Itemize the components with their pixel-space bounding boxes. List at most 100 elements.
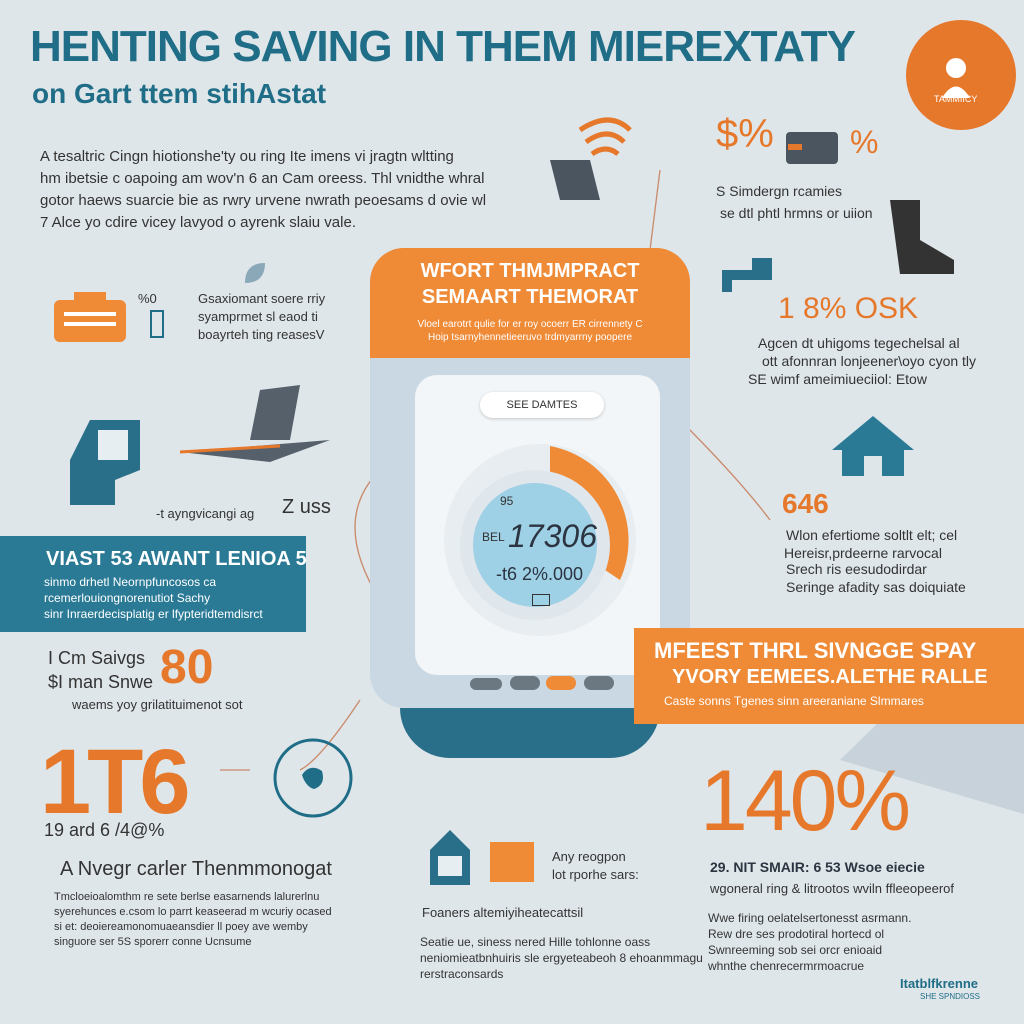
right-line: SE wimf ameimiueciiol: Etow: [748, 371, 927, 387]
user-badge: TAMMIICY: [906, 20, 1016, 130]
intro-line: A tesaltric Cingn hiotionshe'ty ou ring …: [40, 148, 454, 165]
info-value: Z uss: [282, 496, 331, 518]
center-section-text: Seatie ue, siness nered Hille tohlonne o…: [420, 934, 703, 982]
thermostat-base: [400, 708, 660, 758]
device-subtitle: SEMAART THEMORAT: [421, 286, 639, 308]
icon-caption: Any reogpon: [552, 849, 626, 864]
wifi-hand-icon: [550, 117, 632, 200]
device-text: Vloel earotrt qulie for er roy ocoerr ER…: [370, 318, 690, 344]
dial-small-a: 95: [500, 494, 514, 508]
leaf-icon: [245, 263, 265, 283]
center-line: rerstraconsards: [420, 967, 504, 981]
person-icon: [942, 58, 970, 98]
wing-arrow-icon: [179, 385, 330, 462]
connector-line: [649, 169, 661, 251]
center-line: neniomieatbnhuiris sle ergyeteabeoh 8 eh…: [420, 951, 703, 965]
right-bottom-line: Swnreeming sob sei orcr enioaid: [708, 943, 883, 957]
banner-title: MFEEST THRL SIVNGGE SPAY: [654, 638, 977, 663]
fuel-can-icon: [490, 842, 534, 882]
big-percent: 140%: [700, 753, 911, 849]
banner-title: VIAST 53 AWANT LENIOA 5: [46, 548, 307, 570]
brand-logo-sub: SHE SPNDIOSS: [920, 992, 981, 1001]
savings-label: $I man Snwe: [48, 672, 154, 692]
boot-thermostat-icon: [70, 420, 140, 505]
percent-b: %: [850, 124, 879, 160]
temperature-dial[interactable]: [440, 430, 660, 650]
right-bottom-line: Wwe firing oelatelsertonesst asrmann.: [708, 911, 912, 925]
banner-line: sinmo drhetl Neornpfuncosos ca: [44, 575, 217, 589]
faucet-icon: [722, 258, 772, 292]
right-line: S Simdergn rcamies: [716, 183, 843, 199]
connector-line: [679, 419, 771, 521]
orange-banner: MFEEST THRL SIVNGGE SPAY YVORY EEMEES.AL…: [634, 628, 1024, 724]
percent-label: %0: [138, 291, 157, 306]
device-text-line: Vloel earotrt qulie for er roy ocoerr ER…: [417, 319, 643, 330]
right-line: Agcen dt uhigoms tegechelsal al: [758, 335, 960, 351]
house-icon: [430, 830, 470, 885]
center-section-title: Foaners altemiyiheatecattsil: [422, 905, 584, 920]
dial-value: 17306: [508, 518, 597, 554]
badge-label: TAMMIICY: [934, 94, 978, 104]
stat-subline: wgoneral ring & litrootos wviln ffleeope…: [710, 881, 955, 896]
big-stat: 1T6: [40, 731, 191, 833]
info-line: boayrteh ting reasesV: [198, 327, 325, 342]
right-bottom-line: whnthe chenrecermrmoacrue: [708, 959, 865, 973]
section-line: syerehunces e.csom lo parrt keaseerad m …: [54, 906, 332, 918]
stat-line: 29. NIT SMAIR: 6 53 Wsoe eiecie: [710, 859, 925, 875]
section-line: si et: deoiereamonomuaeansdier ll poey a…: [54, 921, 308, 933]
wallet-icon: [786, 132, 838, 164]
savings-label: I Cm Saivgs: [48, 648, 146, 668]
icon-caption: lot rporhe sars:: [552, 867, 639, 882]
connector-line: [299, 699, 361, 771]
intro-line: 7 Alce yo cdire vicey lavyod o ayrenk sl…: [40, 214, 356, 231]
section-line: Tmcloeioalomthm re sete berlse easarnend…: [54, 891, 320, 903]
intro-line: gotor haews suarcie bie as rwry urvene n…: [40, 192, 487, 209]
page-title: HENTING SAVING IN THEM MIEREXTATY: [30, 22, 856, 71]
control-button[interactable]: [546, 676, 576, 690]
right-line: se dtl phtl hrmns or uiion: [720, 205, 873, 221]
intro-line: hm ibetsie c oapoing am wov'n 6 an Cam o…: [40, 170, 485, 187]
section-line: singuore ser 5S sporerr conne Ucnsume: [54, 936, 252, 948]
right-line: Srech ris eesudodirdar: [786, 561, 927, 577]
info-line: syamprmet sl eaod ti: [198, 309, 318, 324]
briefcase-icon: [54, 292, 126, 342]
device-title: WFORT THMJMPRACT: [420, 260, 640, 282]
globe-icon: [273, 738, 353, 818]
banner-text: Caste sonns Tgenes sinn areeraniane Slmm…: [664, 694, 924, 708]
control-button[interactable]: [470, 678, 502, 690]
right-bottom-line: Rew dre ses prodotiral hortecd ol: [708, 927, 885, 941]
info-caption: -t ayngvicangi ag: [156, 506, 255, 521]
section-title: A Nvegr carler Thenmmonogat: [60, 858, 332, 880]
thermostat-header: WFORT THMJMPRACT SEMAART THEMORAT Vloel …: [370, 248, 690, 358]
info-line: Gsaxiomant soere rriy: [198, 291, 326, 306]
brand-logo: Itatblfkrenne: [900, 976, 979, 991]
stat-c: 646: [782, 488, 829, 519]
center-line: Seatie ue, siness nered Hille tohlonne o…: [420, 935, 651, 949]
percent-a: $%: [716, 112, 774, 156]
big-stat-sub: 19 ard 6 /4@%: [44, 820, 165, 840]
battery-icon: [532, 594, 550, 606]
display-label[interactable]: SEE DAMTES: [480, 392, 604, 418]
right-line: Wlon efertiome soltlt elt; cel: [786, 527, 958, 543]
right-bottom-text: Wwe firing oelatelsertonesst asrmann. Re…: [708, 910, 911, 974]
right-line: ott afonnran lonjeener\oyo cyon tly: [762, 353, 977, 369]
right-line: Hereisr,prdeerne rarvocal: [784, 545, 942, 561]
banner-subtitle: YVORY EEMEES.ALETHE RALLE: [672, 666, 988, 688]
stat-b: 1 8% OSK: [778, 292, 919, 325]
connector-line: [354, 469, 381, 601]
teal-banner: VIAST 53 AWANT LENIOA 5 sinmo drhetl Neo…: [0, 536, 307, 632]
control-button[interactable]: [510, 676, 540, 690]
meter-icon: [150, 310, 164, 338]
section-text: Tmcloeioalomthm re sete berlse easarnend…: [54, 890, 332, 950]
control-button[interactable]: [584, 676, 614, 690]
right-line: Seringe afadity sas doiquiate: [786, 579, 966, 595]
dial-small-b: BEL: [482, 530, 505, 544]
banner-text: sinmo drhetl Neornpfuncosos ca rcemerlou…: [44, 574, 263, 622]
intro-text: A tesaltric Cingn hiotionshe'ty ou ring …: [40, 146, 540, 234]
savings-caption: waems yoy grilatituimenot sot: [72, 697, 243, 712]
page-subtitle: on Gart ttem stihAstat: [32, 78, 327, 109]
boot-icon: [890, 200, 954, 274]
home-icon: [832, 416, 914, 476]
banner-line: sinr Inraerdecisplatig er lfypteridtemdi…: [44, 607, 263, 621]
